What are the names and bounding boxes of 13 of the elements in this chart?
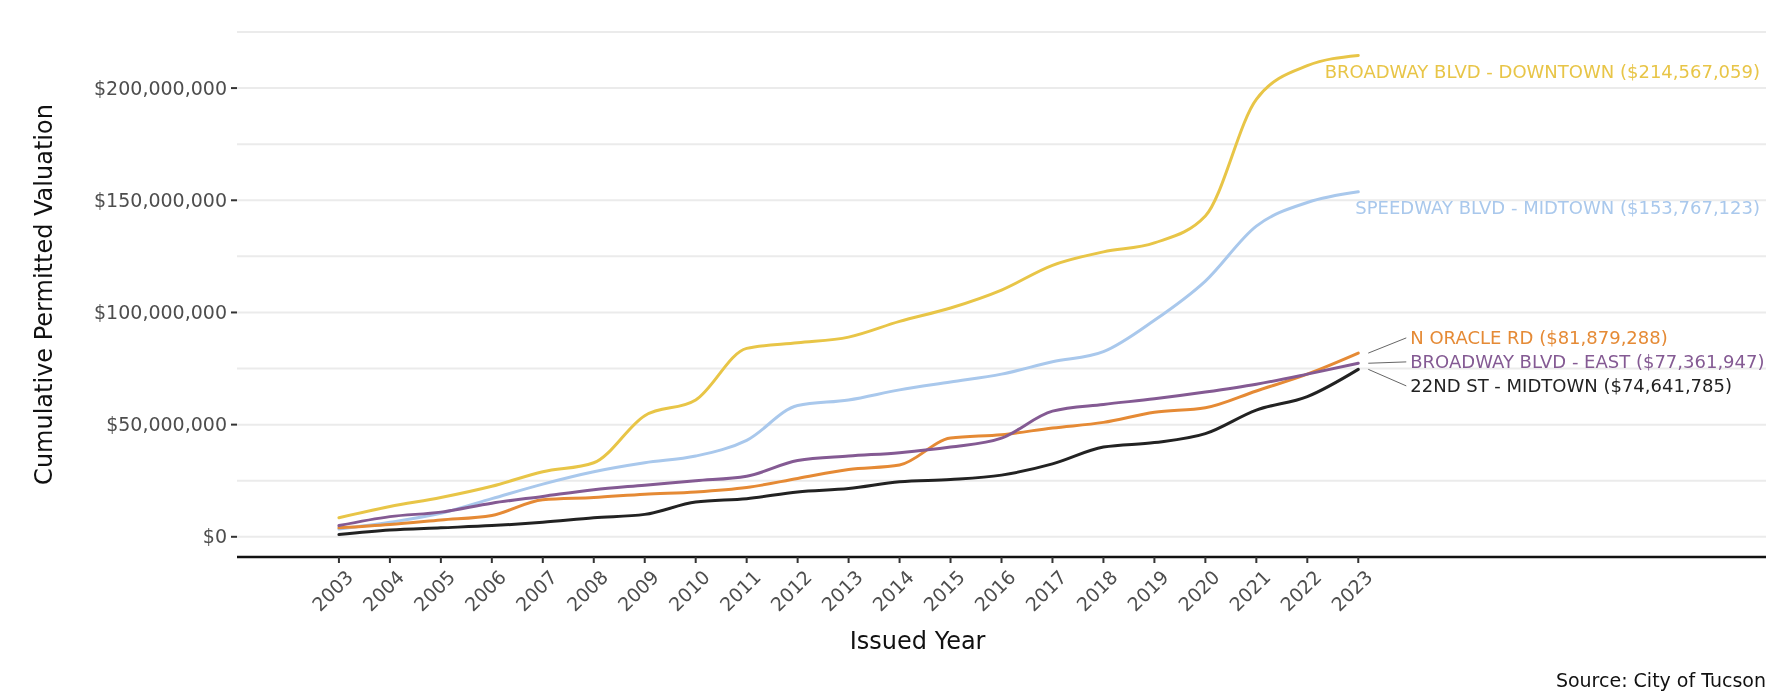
text: N ORACLE RD ($81,879,288) (1410, 327, 1668, 349)
y-tick-label: $200,000,000 (94, 76, 227, 99)
series-label: SPEEDWAY BLVD - MIDTOWN ($153,767,123) (1355, 197, 1760, 219)
y-tick-label: $150,000,000 (94, 188, 227, 211)
y-tick-label: $100,000,000 (94, 301, 227, 324)
series-label: BROADWAY BLVD - DOWNTOWN ($214,567,059) (1324, 60, 1760, 82)
y-tick-label: $0 (202, 525, 227, 548)
y-tick-label: $50,000,000 (106, 413, 227, 436)
source-note: Source: City of Tucson (1555, 669, 1766, 691)
y-axis-title: Cumulative Permitted Valuation (30, 104, 58, 485)
x-axis-title: Issued Year (849, 627, 986, 655)
text: BROADWAY BLVD - EAST ($77,361,947) (1410, 351, 1765, 373)
text: 22ND ST - MIDTOWN ($74,641,785) (1410, 375, 1732, 397)
